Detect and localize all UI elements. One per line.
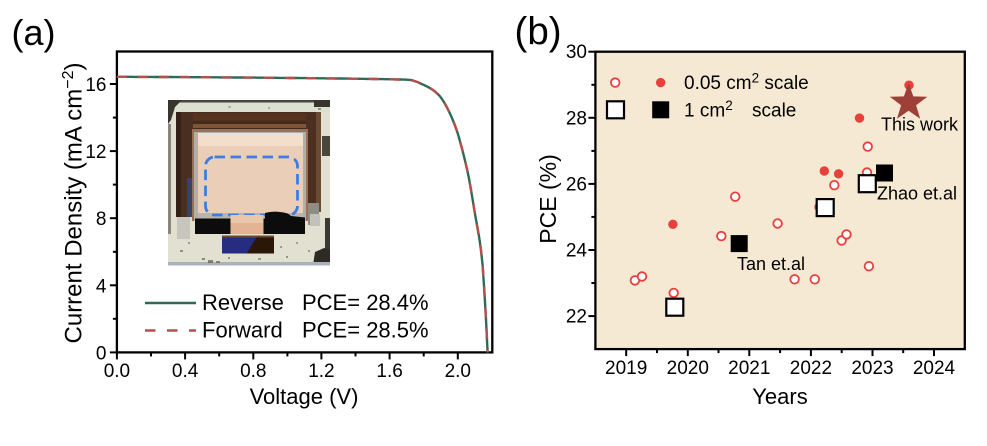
- svg-text:26: 26: [566, 174, 587, 195]
- svg-text:(a): (a): [12, 12, 56, 53]
- svg-text:22: 22: [566, 307, 587, 328]
- svg-text:4: 4: [96, 276, 107, 297]
- svg-text:2021: 2021: [728, 358, 770, 379]
- svg-text:12: 12: [85, 142, 106, 163]
- svg-text:2.0: 2.0: [445, 361, 471, 382]
- svg-text:24: 24: [566, 241, 588, 262]
- svg-text:(b): (b): [515, 11, 562, 54]
- svg-text:2020: 2020: [667, 358, 709, 379]
- svg-text:0.4: 0.4: [172, 361, 199, 382]
- svg-text:2022: 2022: [790, 358, 832, 379]
- svg-text:PCE= 28.4%: PCE= 28.4%: [302, 290, 429, 315]
- svg-text:Forward: Forward: [202, 318, 283, 343]
- svg-text:0.05 cm2 scale: 0.05 cm2 scale: [684, 71, 809, 95]
- svg-text:8: 8: [96, 209, 107, 230]
- svg-text:1.6: 1.6: [376, 361, 402, 382]
- svg-text:PCE= 28.5%: PCE= 28.5%: [302, 318, 429, 343]
- svg-text:28: 28: [566, 108, 587, 129]
- svg-text:PCE (%): PCE (%): [535, 154, 561, 243]
- svg-text:Years: Years: [752, 384, 807, 409]
- svg-text:This work: This work: [881, 115, 959, 135]
- svg-text:Voltage (V): Voltage (V): [250, 384, 359, 409]
- svg-text:2024: 2024: [913, 358, 956, 379]
- svg-text:1.2: 1.2: [308, 361, 334, 382]
- svg-text:30: 30: [566, 42, 587, 63]
- svg-text:16: 16: [85, 75, 106, 96]
- svg-text:0.8: 0.8: [240, 361, 266, 382]
- svg-text:Tan et.al: Tan et.al: [737, 254, 805, 274]
- svg-text:2019: 2019: [605, 358, 647, 379]
- svg-text:0.0: 0.0: [104, 361, 130, 382]
- svg-text:2023: 2023: [851, 358, 893, 379]
- svg-text:Current Density (mA cm−2): Current Density (mA cm−2): [60, 63, 88, 344]
- svg-text:Reverse: Reverse: [202, 290, 284, 315]
- svg-text:0: 0: [96, 343, 107, 364]
- svg-text:Zhao et.al: Zhao et.al: [877, 184, 957, 204]
